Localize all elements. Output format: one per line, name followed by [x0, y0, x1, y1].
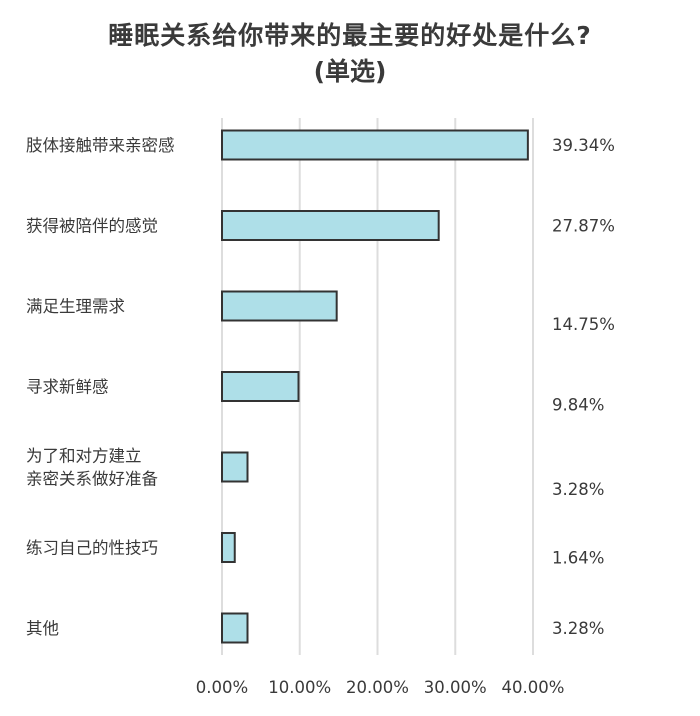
- value-label: 27.87%: [552, 217, 615, 236]
- bar: [221, 612, 249, 644]
- x-tick-label: 0.00%: [196, 678, 248, 697]
- bars: [221, 129, 529, 644]
- chart-title: 睡眠关系给你带来的最主要的好处是什么?: [108, 21, 592, 50]
- category-label: 满足生理需求: [26, 297, 125, 316]
- labels: 0.00% 10.00% 20.00% 30.00% 40.00% 肢体接触带来亲密感 39…: [26, 136, 615, 697]
- x-tick-label: 40.00%: [502, 678, 565, 697]
- value-label: 1.64%: [552, 549, 604, 568]
- category-label: 获得被陪伴的感觉: [26, 217, 158, 236]
- bar: [221, 210, 440, 241]
- value-label: 3.28%: [552, 480, 604, 499]
- x-tick-label: 30.00%: [424, 678, 487, 697]
- category-label: 亲密关系做好准备: [26, 470, 159, 489]
- category-label: 肢体接触带来亲密感: [26, 136, 175, 155]
- x-tick-label: 20.00%: [346, 678, 409, 697]
- bar: [221, 371, 300, 402]
- bar: [221, 290, 338, 322]
- bar: [221, 451, 249, 483]
- category-label: 其他: [26, 619, 59, 638]
- x-tick-label: 10.00%: [268, 678, 331, 697]
- chart-subtitle: (单选): [313, 57, 387, 86]
- title-block: 睡眠关系给你带来的最主要的好处是什么? (单选): [0, 18, 700, 90]
- bar: [221, 129, 529, 161]
- category-label: 练习自己的性技巧: [26, 539, 158, 558]
- bar: [221, 532, 236, 563]
- category-label: 寻求新鲜感: [26, 378, 109, 397]
- value-label: 3.28%: [552, 619, 604, 638]
- category-label: 为了和对方建立: [26, 447, 142, 466]
- value-label: 39.34%: [552, 136, 615, 155]
- value-label: 9.84%: [552, 396, 604, 415]
- value-label: 14.75%: [552, 315, 615, 334]
